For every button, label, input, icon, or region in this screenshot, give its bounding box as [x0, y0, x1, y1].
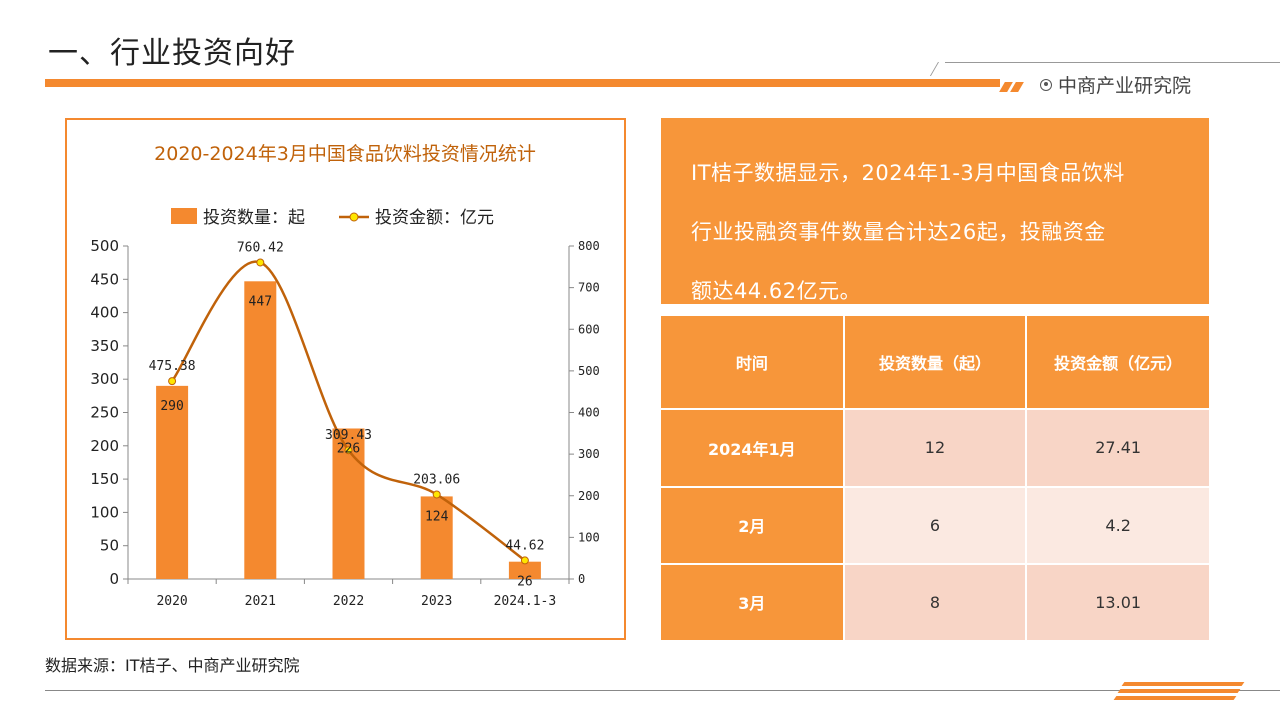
y-right-tick-label: 800 — [578, 239, 600, 253]
line-amount-point — [520, 556, 529, 565]
bar-count-label: 447 — [249, 294, 272, 309]
y-left-tick-label: 100 — [90, 503, 119, 521]
y-right-tick-label: 700 — [578, 281, 600, 295]
y-left-tick-label: 200 — [90, 437, 119, 455]
target-logo-icon — [1040, 78, 1052, 91]
table-row: 2月 6 4.2 — [661, 485, 1209, 564]
x-tick-label: 2020 — [156, 594, 187, 609]
title-underline-bar — [45, 79, 1000, 87]
bar-count-label: 290 — [160, 399, 183, 414]
footer-stripes-decoration — [1113, 680, 1245, 700]
legend-label-count: 投资数量：起 — [203, 208, 305, 228]
table-cell-time: 2024年1月 — [661, 408, 845, 487]
summary-line: 行业投融资事件数量合计达26起，投融资金 — [691, 220, 1106, 244]
y-left-tick-label: 450 — [90, 270, 119, 288]
header-stripes-decoration — [999, 77, 1042, 92]
line-amount-label: 760.42 — [237, 240, 284, 255]
line-amount-label: 203.06 — [413, 472, 460, 487]
y-left-tick-label: 500 — [90, 237, 119, 255]
y-right-tick-label: 200 — [578, 489, 600, 503]
bar-count — [156, 385, 189, 579]
line-amount-point — [168, 377, 177, 386]
table-cell-time: 2月 — [661, 485, 845, 564]
legend-line-marker — [349, 212, 359, 222]
line-amount-point — [256, 258, 265, 267]
summary-line: IT桔子数据显示，2024年1-3月中国食品饮料 — [691, 161, 1125, 185]
summary-box: IT桔子数据显示，2024年1-3月中国食品饮料 行业投融资事件数量合计达26起… — [661, 118, 1209, 304]
x-tick-label: 2022 — [333, 594, 364, 609]
y-left-tick-label: 50 — [100, 537, 119, 555]
brand-logo: 中商产业研究院 — [1040, 71, 1191, 98]
line-amount-label: 475.38 — [149, 359, 196, 374]
table-header-row: 时间 投资数量（起） 投资金额（亿元） — [661, 316, 1209, 410]
y-left-tick-label: 350 — [90, 337, 119, 355]
table-cell-count: 6 — [843, 485, 1028, 564]
y-right-tick-label: 400 — [578, 406, 600, 420]
y-left-tick-label: 250 — [90, 404, 119, 422]
table-header-count: 投资数量（起） — [843, 316, 1028, 410]
y-right-tick-label: 300 — [578, 447, 600, 461]
brand-name: 中商产业研究院 — [1058, 75, 1192, 97]
y-right-tick-label: 100 — [578, 530, 600, 544]
y-left-tick-label: 400 — [90, 304, 119, 322]
x-tick-label: 2021 — [245, 594, 276, 609]
table-cell-time: 3月 — [661, 562, 845, 640]
bar-count — [244, 281, 277, 579]
y-left-tick-label: 0 — [109, 570, 119, 588]
table-cell-amount: 27.41 — [1026, 408, 1209, 487]
line-amount-point — [432, 490, 441, 499]
x-tick-label: 2024.1-3 — [494, 594, 557, 609]
legend-label-amount: 投资金额：亿元 — [375, 208, 494, 228]
table-header-time: 时间 — [661, 316, 845, 410]
data-source-note: 数据来源：IT桔子、中商产业研究院 — [45, 656, 300, 675]
line-amount — [171, 260, 526, 562]
y-left-tick-label: 300 — [90, 370, 119, 388]
bar-count — [420, 496, 453, 579]
legend-bar-swatch — [171, 208, 197, 224]
table-row: 2024年1月 12 27.41 — [661, 408, 1209, 487]
line-amount-point — [344, 446, 353, 455]
table-header-amount: 投资金额（亿元） — [1026, 316, 1209, 410]
table-cell-count: 8 — [843, 562, 1028, 640]
table-cell-amount: 13.01 — [1026, 562, 1209, 640]
investment-table: 时间 投资数量（起） 投资金额（亿元） 2024年1月 12 27.41 2月 … — [661, 316, 1209, 640]
chart-panel: 2020-2024年3月中国食品饮料投资情况统计投资数量：起 投资金额：亿元 0 50… — [65, 118, 626, 640]
x-tick-label: 2023 — [421, 594, 452, 609]
footer-divider-line — [45, 690, 1280, 691]
header-divider-slant — [929, 62, 951, 76]
header-divider-line — [945, 62, 1280, 63]
summary-line: 额达44.62亿元。 — [691, 279, 862, 303]
y-right-tick-label: 600 — [578, 322, 600, 336]
table-cell-count: 12 — [843, 408, 1028, 487]
bar-count-label: 124 — [425, 509, 449, 524]
bar-count-label: 26 — [517, 575, 533, 590]
line-amount-label: 44.62 — [505, 538, 544, 553]
y-left-tick-label: 150 — [90, 470, 119, 488]
bar-count — [508, 561, 541, 579]
table-row: 3月 8 13.01 — [661, 562, 1209, 640]
line-amount-label: 309.43 — [325, 428, 372, 443]
y-right-tick-label: 0 — [578, 572, 585, 586]
page-title: 一、行业投资向好 — [48, 36, 296, 71]
chart-title: 2020-2024年3月中国食品饮料投资情况统计 — [154, 143, 536, 165]
table-cell-amount: 4.2 — [1026, 485, 1209, 564]
y-right-tick-label: 500 — [578, 364, 600, 378]
bar-count-label: 226 — [337, 441, 360, 456]
